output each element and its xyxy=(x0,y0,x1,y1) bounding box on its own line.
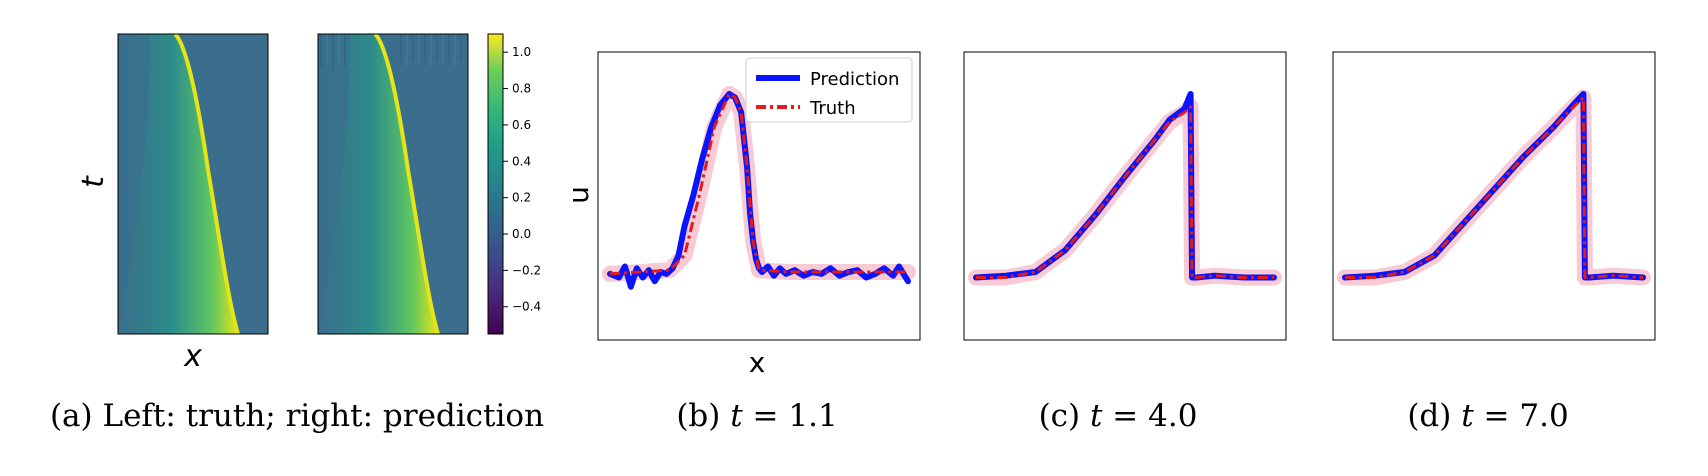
heatmap-prediction xyxy=(318,34,468,334)
colorbar-tick-label: 0.8 xyxy=(512,82,531,96)
caption-c: (c) t = 4.0 xyxy=(1038,398,1198,434)
panel-b-xlabel: x xyxy=(749,346,766,379)
shock-edge-prediction xyxy=(373,34,440,334)
shock-ramp-truth xyxy=(118,34,238,334)
colorbar-tick-label: −0.4 xyxy=(512,300,541,314)
heatmap-truth xyxy=(118,34,268,334)
legend: Prediction Truth xyxy=(745,57,913,123)
prediction-artifacts xyxy=(320,34,462,70)
caption-b: (b) t = 1.1 xyxy=(676,398,838,434)
colorbar-tick-label: 0.6 xyxy=(512,118,531,132)
colorbar-tick-label: 0.2 xyxy=(512,191,531,205)
truth-line xyxy=(976,105,1274,280)
plot-frame xyxy=(963,51,1287,341)
legend-truth-label: Truth xyxy=(809,98,856,119)
colorbar-tick-label: −0.2 xyxy=(512,263,541,277)
line-panel-d xyxy=(1332,51,1656,341)
colorbar xyxy=(487,33,504,335)
heatmap-ylabel: t xyxy=(76,175,111,188)
line-panel-c xyxy=(963,51,1287,341)
colorbar-ticks: 1.0 0.8 0.6 0.4 0.2 0.0 −0.2 −0.4 xyxy=(503,45,541,314)
colorbar-tick-label: 0.4 xyxy=(512,154,531,168)
shock-ramp-prediction xyxy=(318,34,438,334)
colorbar-tick-label: 0.0 xyxy=(512,227,531,241)
truth-line xyxy=(1345,96,1644,280)
legend-prediction-label: Prediction xyxy=(810,69,899,90)
shock-edge-truth xyxy=(173,34,240,334)
panel-b-ylabel: u xyxy=(562,186,595,204)
caption-a: (a) Left: truth; right: prediction xyxy=(49,398,545,434)
heatmap-xlabel: x xyxy=(183,339,202,374)
colorbar-tick-label: 1.0 xyxy=(512,45,531,59)
caption-d: (d) t = 7.0 xyxy=(1407,398,1569,434)
